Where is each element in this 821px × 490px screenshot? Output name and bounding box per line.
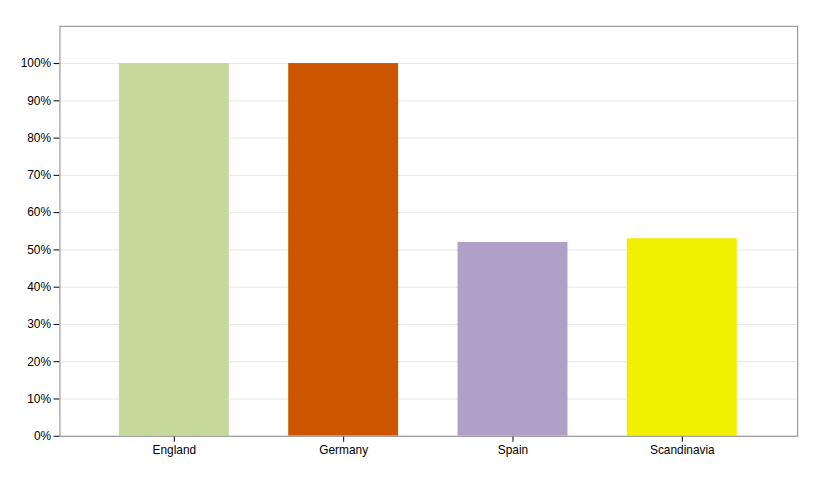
svg-text:60%: 60% bbox=[27, 205, 51, 219]
svg-text:90%: 90% bbox=[27, 94, 51, 108]
svg-text:20%: 20% bbox=[27, 355, 51, 369]
svg-text:10%: 10% bbox=[27, 392, 51, 406]
svg-text:Scandinavia: Scandinavia bbox=[650, 443, 715, 457]
svg-text:50%: 50% bbox=[27, 243, 51, 257]
svg-text:0%: 0% bbox=[34, 429, 52, 443]
svg-text:70%: 70% bbox=[27, 168, 51, 182]
svg-text:Spain: Spain bbox=[498, 443, 528, 457]
svg-text:Germany: Germany bbox=[319, 443, 368, 457]
svg-text:30%: 30% bbox=[27, 317, 51, 331]
svg-text:80%: 80% bbox=[27, 131, 51, 145]
svg-text:40%: 40% bbox=[27, 280, 51, 294]
svg-text:England: England bbox=[153, 443, 197, 457]
svg-text:100%: 100% bbox=[21, 56, 52, 70]
